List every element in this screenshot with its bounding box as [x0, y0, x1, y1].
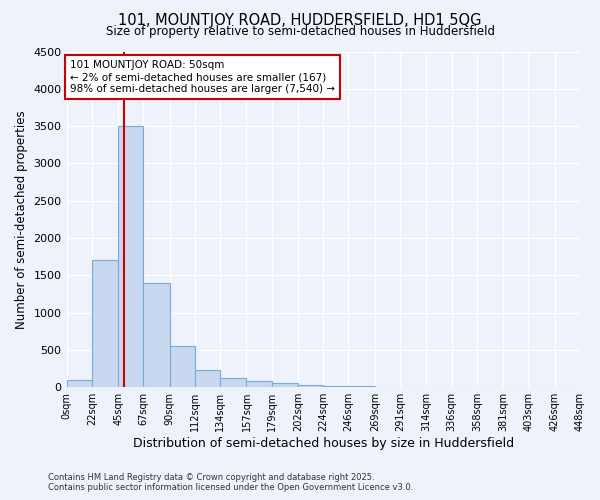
- Bar: [67, 380, 92, 387]
- Text: 101 MOUNTJOY ROAD: 50sqm
← 2% of semi-detached houses are smaller (167)
98% of s: 101 MOUNTJOY ROAD: 50sqm ← 2% of semi-de…: [70, 60, 335, 94]
- Y-axis label: Number of semi-detached properties: Number of semi-detached properties: [15, 110, 28, 328]
- Bar: [220, 378, 247, 387]
- Bar: [170, 346, 195, 387]
- Bar: [272, 382, 298, 387]
- Text: 101, MOUNTJOY ROAD, HUDDERSFIELD, HD1 5QG: 101, MOUNTJOY ROAD, HUDDERSFIELD, HD1 5Q…: [118, 12, 482, 28]
- Bar: [92, 260, 118, 387]
- X-axis label: Distribution of semi-detached houses by size in Huddersfield: Distribution of semi-detached houses by …: [133, 437, 514, 450]
- Bar: [195, 370, 220, 387]
- Bar: [247, 381, 272, 387]
- Bar: [298, 385, 323, 387]
- Bar: [118, 126, 143, 387]
- Bar: [349, 386, 375, 387]
- Text: Size of property relative to semi-detached houses in Huddersfield: Size of property relative to semi-detach…: [106, 25, 494, 38]
- Bar: [323, 386, 349, 387]
- Text: Contains HM Land Registry data © Crown copyright and database right 2025.
Contai: Contains HM Land Registry data © Crown c…: [48, 473, 413, 492]
- Bar: [143, 283, 170, 387]
